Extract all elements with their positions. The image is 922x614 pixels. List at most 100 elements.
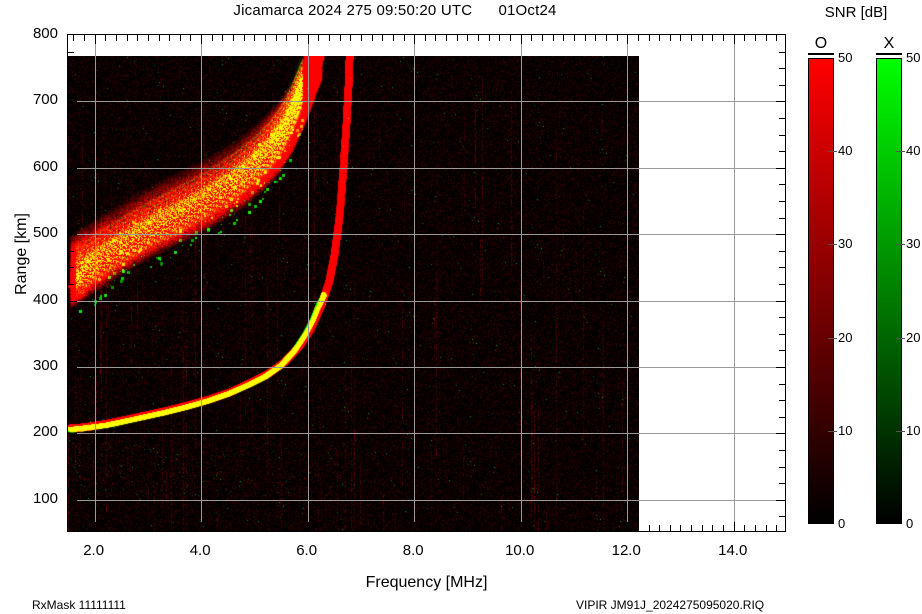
axis-tick-x	[350, 35, 351, 41]
y-tick-label: 300	[32, 357, 58, 374]
axis-tick-y	[776, 500, 785, 501]
colorbar-o-gradient	[808, 58, 834, 524]
colorbar-tick-label: 10	[906, 422, 921, 438]
colorbar-tick-label: 40	[906, 143, 921, 159]
rxmask-label: RxMask 11111111	[32, 598, 126, 612]
axis-tick-x	[148, 35, 149, 41]
axis-tick-x	[702, 525, 703, 531]
colorbar-title: SNR [dB]	[824, 4, 888, 21]
axis-tick-x	[776, 35, 777, 41]
colorbar-tick-mark	[898, 151, 905, 152]
axis-tick-y	[779, 334, 785, 335]
axis-tick-x	[286, 35, 287, 41]
colorbar-tick-mark	[898, 338, 905, 339]
axis-tick-x	[510, 35, 511, 41]
axis-tick-y	[779, 400, 785, 401]
axis-tick-x	[372, 35, 373, 41]
axis-tick-y	[779, 483, 785, 484]
axis-tick-x	[542, 35, 543, 41]
axis-tick-y	[779, 384, 785, 385]
x-tick-label: 4.0	[189, 542, 211, 559]
axis-tick-x	[127, 35, 128, 41]
axis-tick-x	[766, 525, 767, 531]
axis-tick-y	[779, 417, 785, 418]
axis-tick-x	[744, 525, 745, 531]
colorbar-tick-label: 30	[838, 236, 853, 252]
source-file-label: VIPIR JM91J_2024275095020.RIQ	[576, 598, 765, 612]
axis-tick-x	[457, 35, 458, 41]
axis-tick-x	[276, 35, 277, 41]
colorbar-x-gradient	[876, 58, 902, 524]
axis-tick-x	[553, 35, 554, 41]
colorbar-tick-label: 50	[838, 50, 853, 65]
axis-tick-x	[446, 35, 447, 41]
x-tick-label: 8.0	[402, 542, 424, 559]
axis-tick-x	[212, 35, 213, 41]
axis-tick-x	[680, 525, 681, 531]
axis-tick-x	[382, 35, 383, 41]
axis-tick-x	[649, 525, 650, 531]
colorbar-tick-label: 40	[838, 143, 853, 159]
axis-tick-x	[105, 35, 106, 41]
x-tick-label: 2.0	[83, 542, 105, 559]
axis-tick-x	[489, 35, 490, 41]
axis-tick-x	[670, 35, 671, 41]
axis-tick-x	[435, 35, 436, 41]
axis-tick-x	[222, 35, 223, 41]
axis-tick-x	[723, 525, 724, 531]
axis-tick-x	[563, 35, 564, 41]
axis-tick-x	[201, 35, 202, 44]
axis-tick-y	[779, 467, 785, 468]
axis-tick-x	[755, 35, 756, 41]
colorbar-tick-label: 30	[906, 236, 921, 252]
axis-tick-x	[297, 35, 298, 41]
x-tick-label: 12.0	[611, 542, 641, 559]
axis-tick-x	[467, 35, 468, 41]
axis-tick-x	[265, 35, 266, 41]
y-tick-label: 700	[32, 91, 58, 109]
axis-tick-x	[169, 35, 170, 41]
axis-tick-x	[404, 35, 405, 41]
axis-tick-x	[712, 525, 713, 531]
axis-tick-y	[779, 135, 785, 136]
axis-tick-y	[776, 101, 785, 102]
colorbar-tick-label: 20	[838, 329, 853, 345]
axis-tick-y	[779, 85, 785, 86]
axis-tick-y	[779, 350, 785, 351]
axis-tick-x	[617, 35, 618, 41]
axis-tick-x	[659, 525, 660, 531]
ionogram-data-area	[68, 56, 639, 531]
colorbar-tick-label: 0	[838, 516, 846, 531]
axis-tick-x	[649, 35, 650, 41]
colorbar-tick-mark	[830, 431, 837, 432]
axis-tick-y	[779, 284, 785, 285]
colorbar-tick-label: 20	[906, 329, 921, 345]
axis-tick-x	[702, 35, 703, 41]
axis-tick-x	[84, 35, 85, 41]
axis-tick-x	[318, 35, 319, 41]
gridline-vertical	[734, 35, 735, 531]
axis-tick-x	[638, 35, 639, 41]
colorbar-x-label: X	[876, 36, 902, 55]
axis-tick-x	[574, 35, 575, 41]
axis-tick-x	[329, 35, 330, 41]
colorbar-tick-mark	[898, 244, 905, 245]
y-tick-label: 600	[32, 157, 58, 175]
axis-tick-x	[691, 525, 692, 531]
axis-tick-y	[779, 267, 785, 268]
axis-tick-y	[776, 234, 785, 235]
colorbar-tick-label: 10	[838, 422, 853, 438]
x-tick-label: 14.0	[718, 542, 748, 559]
axis-tick-y	[779, 218, 785, 219]
axis-tick-x	[531, 35, 532, 41]
axis-tick-y	[779, 201, 785, 202]
axis-tick-x	[425, 35, 426, 41]
x-axis-title: Frequency [MHz]	[365, 574, 488, 591]
axis-tick-x	[595, 35, 596, 41]
axis-tick-x	[361, 35, 362, 41]
y-tick-label: 800	[32, 25, 58, 42]
axis-tick-y	[779, 317, 785, 318]
axis-tick-x	[190, 35, 191, 41]
axis-tick-x	[180, 35, 181, 41]
